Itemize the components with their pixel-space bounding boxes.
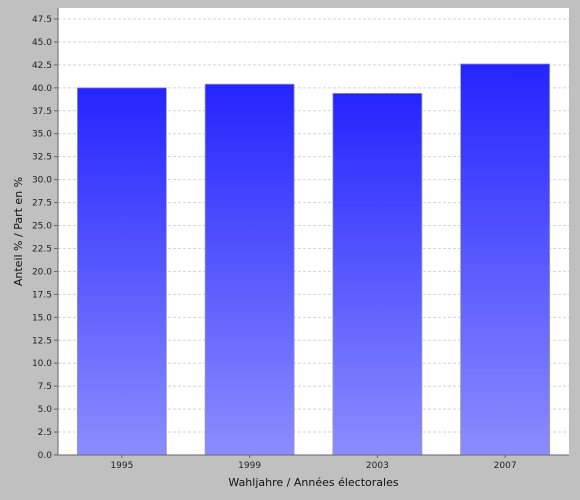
y-tick-label: 15.0 — [32, 313, 52, 323]
bar-2003 — [332, 92, 423, 456]
y-tick-label: 25.0 — [32, 222, 52, 232]
y-tick-label: 0.0 — [38, 451, 53, 461]
y-tick-label: 47.5 — [32, 15, 52, 25]
bar-2007 — [460, 63, 551, 456]
y-tick-label: 45.0 — [32, 38, 52, 48]
y-tick-label: 10.0 — [32, 359, 52, 369]
y-tick-label: 7.5 — [38, 382, 52, 392]
y-tick-label: 40.0 — [32, 84, 52, 94]
y-tick-label: 20.0 — [32, 267, 52, 277]
y-tick-label: 37.5 — [32, 107, 52, 117]
x-tick-labels: 1995 1999 2003 2007 — [110, 461, 516, 471]
y-tick-label: 12.5 — [32, 336, 52, 346]
y-axis-title: Anteil % / Part en % — [12, 177, 25, 286]
bar-1995 — [76, 87, 167, 456]
axes — [54, 8, 569, 458]
x-tick-label: 2003 — [366, 461, 389, 471]
y-tick-label: 17.5 — [32, 290, 52, 300]
y-tick-label: 27.5 — [32, 199, 52, 209]
y-tick-label: 30.0 — [32, 176, 52, 186]
y-tick-label: 32.5 — [32, 153, 52, 163]
y-tick-label: 2.5 — [38, 428, 52, 438]
x-tick-label: 2007 — [494, 461, 517, 471]
bar-1999 — [204, 83, 295, 456]
y-tick-label: 35.0 — [32, 130, 52, 140]
y-tick-label: 22.5 — [32, 244, 52, 254]
x-tick-label: 1995 — [110, 461, 133, 471]
y-tick-labels: 0.0 2.5 5.0 7.5 10.0 12.5 15.0 17.5 20.0 22.5 25.0… — [32, 15, 52, 461]
bars — [76, 63, 551, 456]
x-axis-title: Wahljahre / Années électorales — [228, 476, 398, 489]
y-tick-label: 42.5 — [32, 61, 52, 71]
x-tick-label: 1999 — [238, 461, 261, 471]
y-tick-label: 5.0 — [38, 405, 53, 415]
